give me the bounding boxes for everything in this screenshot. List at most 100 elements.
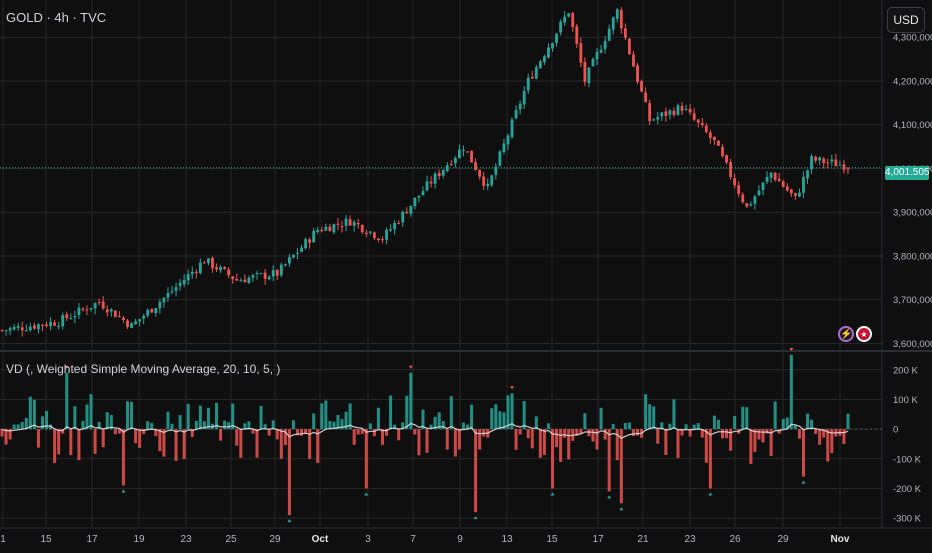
x-tick-label: 7 (410, 534, 416, 545)
candle-body (571, 12, 575, 28)
volume-delta-bar (409, 372, 413, 430)
volume-delta-bar (801, 429, 805, 477)
candle-body (316, 230, 320, 232)
candle-body (619, 9, 623, 29)
volume-delta-bar (729, 429, 733, 451)
volume-delta-bar (154, 429, 158, 437)
volume-delta-bar (773, 401, 777, 430)
volume-delta-bar (749, 429, 753, 465)
candle-body (538, 61, 542, 68)
candle-body (198, 262, 202, 274)
volume-delta-bar (121, 429, 125, 486)
candle-body (599, 49, 603, 53)
candle-body (518, 103, 522, 110)
indicator-title[interactable]: VD (, Weighted Simple Moving Average, 20… (6, 362, 281, 376)
signal-marker (408, 365, 413, 369)
candle-body (154, 307, 158, 314)
volume-delta-bar (146, 421, 150, 430)
candle-body (696, 119, 700, 123)
candle-body (77, 307, 81, 315)
signal-marker (619, 507, 624, 511)
volume-delta-bar (457, 429, 461, 450)
volume-delta-bar (555, 429, 559, 448)
volume-delta-bar (502, 412, 506, 430)
us-flag-icon[interactable]: ★ (856, 326, 872, 342)
candle-body (551, 43, 554, 49)
volume-delta-bar (134, 429, 138, 444)
candle-body (372, 232, 376, 239)
volume-delta-bar (425, 429, 429, 453)
candle-body (344, 218, 348, 226)
volume-delta-bar (105, 412, 109, 430)
volume-delta-bar (65, 372, 69, 430)
candle-body (109, 309, 113, 312)
candle-body (806, 170, 809, 179)
x-tick-label: 9 (457, 534, 463, 545)
candle-body (708, 132, 712, 138)
volume-delta-bar (344, 411, 348, 430)
candle-body (822, 158, 826, 164)
candle-body (437, 172, 441, 176)
volume-delta-bar (461, 422, 465, 430)
candle-body (243, 279, 247, 283)
volume-delta-bar (227, 422, 231, 430)
volume-delta-bar (158, 429, 162, 452)
x-tick-label: 25 (225, 534, 237, 545)
volume-delta-bar (316, 429, 320, 463)
candle-body (4, 330, 8, 332)
volume-delta-bar (117, 429, 121, 434)
volume-delta-bar (745, 407, 749, 430)
candle-body (227, 269, 231, 276)
candle-body (20, 327, 24, 331)
volume-delta-bar (822, 429, 826, 438)
candle-body (202, 262, 206, 264)
candle-body (838, 164, 842, 166)
volume-delta-bar (781, 419, 785, 430)
moving-average-line (1, 422, 849, 440)
candle-body (773, 172, 777, 180)
candle-body (174, 287, 178, 291)
y-tick-label: 4,100,000 (893, 120, 932, 131)
volume-delta-bar (235, 429, 239, 446)
volume-delta-bar (130, 401, 134, 430)
volume-delta-bar (753, 429, 757, 452)
candle-body (182, 280, 186, 284)
volume-delta-bar (340, 419, 344, 430)
candle-body (324, 226, 328, 231)
candle-body (700, 122, 704, 125)
volume-delta-bar (57, 429, 61, 455)
candle-body (575, 26, 579, 44)
volume-delta-bar (32, 399, 36, 430)
candle-body (453, 157, 457, 164)
volume-delta-bar (672, 399, 676, 430)
symbol-title[interactable]: GOLD · 4h · TVC (6, 10, 107, 25)
y-tick-label: 200 K (893, 365, 918, 376)
candle-body (765, 176, 769, 182)
volume-delta-bar (368, 423, 372, 430)
candle-body (12, 326, 16, 330)
volume-delta-bar (818, 429, 822, 445)
volume-delta-bar (550, 429, 555, 489)
volume-delta-bar (567, 429, 571, 460)
volume-delta-bar (494, 404, 498, 430)
candle-body (591, 58, 595, 67)
volume-delta-bar (721, 429, 725, 439)
candle-body (8, 328, 12, 331)
volume-delta-bar (688, 429, 692, 437)
candle-body (676, 105, 680, 115)
signal-marker (364, 492, 369, 496)
candle-body (680, 105, 684, 111)
lightning-icon[interactable]: ⚡ (838, 326, 854, 342)
volume-delta-bar (73, 406, 77, 430)
candle-body (628, 38, 631, 54)
volume-delta-bar (797, 429, 801, 439)
volume-delta-bar (785, 417, 789, 430)
currency-button[interactable]: USD (887, 7, 925, 33)
candle-body (190, 271, 194, 275)
volume-delta-bar (295, 429, 300, 436)
volume-delta-bar (40, 416, 44, 430)
volume-delta-bar (664, 429, 668, 456)
volume-delta-bar (247, 421, 251, 430)
